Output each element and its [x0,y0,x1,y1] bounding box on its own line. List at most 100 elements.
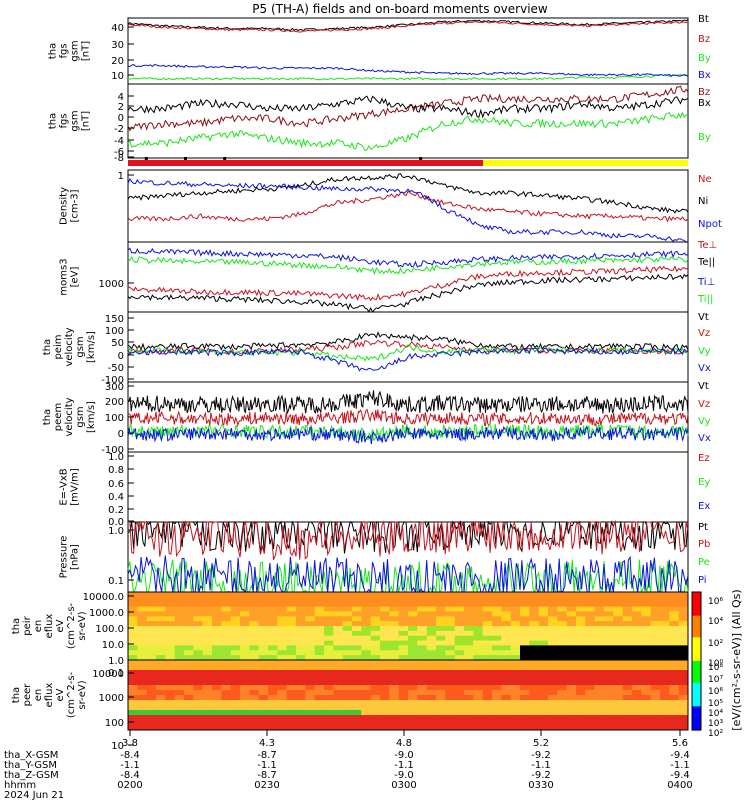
spectrogram-cell [436,690,446,696]
spectrogram-cell [632,611,642,617]
spectrogram-cell [669,710,680,716]
spectrogram-cell [613,650,624,656]
spectrogram-cell [669,601,680,608]
spectrogram-cell [324,715,334,721]
spectrogram-cell [193,640,204,646]
spectrogram-cell [221,720,232,726]
spectrogram-cell [641,626,652,632]
spectrogram-cell [202,596,213,603]
spectrogram-cell [669,660,680,666]
spectrogram-cell [268,645,278,651]
spectrogram-cell [333,645,344,651]
spectrogram-cell [212,592,222,598]
spectrogram-cell [426,616,437,622]
colorbar-segment [692,702,701,705]
spectrogram-cell [622,596,633,603]
spectrogram-cell [538,680,549,686]
spectrogram-cell [492,616,502,622]
spectrogram-cell [436,710,446,716]
spectrogram-cell [165,665,176,671]
spectrogram-cell [473,715,484,721]
spectrogram-cell [258,655,269,661]
spectrogram-cell [268,640,278,646]
spectrogram-cell [193,705,204,711]
panel-frame [127,451,689,523]
spectrogram-cell [585,725,596,731]
spectrogram-cell [333,640,344,646]
series-bz-line [127,20,688,33]
spectrogram-cell [510,640,521,646]
spectrogram-cell [230,675,241,681]
spectrogram-cell [594,700,605,706]
spectrogram-cell [249,675,260,681]
colorbar-tick: 10⁸ [708,663,723,673]
spectrogram-cell [296,725,306,731]
spectrogram-cell [342,626,353,632]
spectrogram-cell [585,720,596,726]
spectrogram-cell [464,606,474,612]
spectrogram-cell [436,630,446,637]
spectrogram-cell [202,635,213,642]
spectrogram-cell [184,705,194,711]
spectrogram-cell [417,655,428,661]
spectrogram-cell [146,705,157,711]
spectrogram-cell [333,715,344,721]
colorbar-segment [692,664,701,668]
spectrogram-cell [324,645,334,651]
spectrogram-cell [417,611,428,617]
spectrogram-cell [632,640,642,646]
spectrogram-cell [632,690,642,696]
spectrogram-cell [520,630,530,637]
spectrogram-cell [501,680,512,686]
spectrogram-cell [305,710,316,716]
spectrogram-cell [342,705,353,711]
spectrogram-cell [370,685,381,691]
spectrogram-cell [548,592,558,598]
spectrogram-cell [128,695,138,701]
spectrogram-cell [277,596,288,603]
spectrogram-cell [286,680,297,686]
spectrogram-cell [594,616,605,622]
spectrogram-cell [258,680,269,686]
spectrogram-cell [548,645,558,651]
spectrogram-cell [165,640,176,646]
spectrogram-cell [492,665,502,671]
spectrogram-cell [473,650,484,656]
spectrogram-cell [286,715,297,721]
ylabel-line: en [33,620,44,633]
spectrogram-cell [585,655,596,661]
spectrogram-cell [268,720,278,726]
spectrogram-cell [445,650,456,656]
spectrogram-cell [594,690,605,696]
spectrogram-cell [622,720,633,726]
legend-te: Te|| [697,257,715,268]
colorbar-segment [692,623,701,627]
spectrogram-cell [277,715,288,721]
spectrogram-cell [520,626,530,632]
spectrogram-cell [464,616,474,622]
spectrogram-cell [426,670,437,676]
spectrogram-cell [361,690,372,696]
spectrogram-cell [604,592,614,598]
figure-title: P5 (TH-A) fields and on-board moments ov… [252,2,548,16]
colorbar: 10⁶10⁴10²10⁰10⁸10⁷10⁶10⁵10⁴10³10²[eV/(cm… [691,589,743,739]
xaxis-row-value: -9.4 [670,750,690,761]
spectrogram-cell [520,660,530,666]
spectrogram-cell [482,720,493,726]
spectrogram-cell [165,626,176,632]
spectrogram-cell [426,621,437,627]
colorbar-tick: 10³ [708,719,723,729]
spectrogram-cell [529,665,540,671]
spectrogram-cell [482,655,493,661]
spectrogram-cell [622,660,633,666]
spectrogram-cell [464,630,474,637]
spectrogram-cell [342,655,353,661]
spectrogram-cell [342,715,353,721]
spectrogram-cell [193,655,204,661]
spectrogram-cell [632,675,642,681]
spectrogram-cell [454,705,465,711]
spectrogram-cell [678,621,689,627]
spectrogram-cell [529,645,540,651]
